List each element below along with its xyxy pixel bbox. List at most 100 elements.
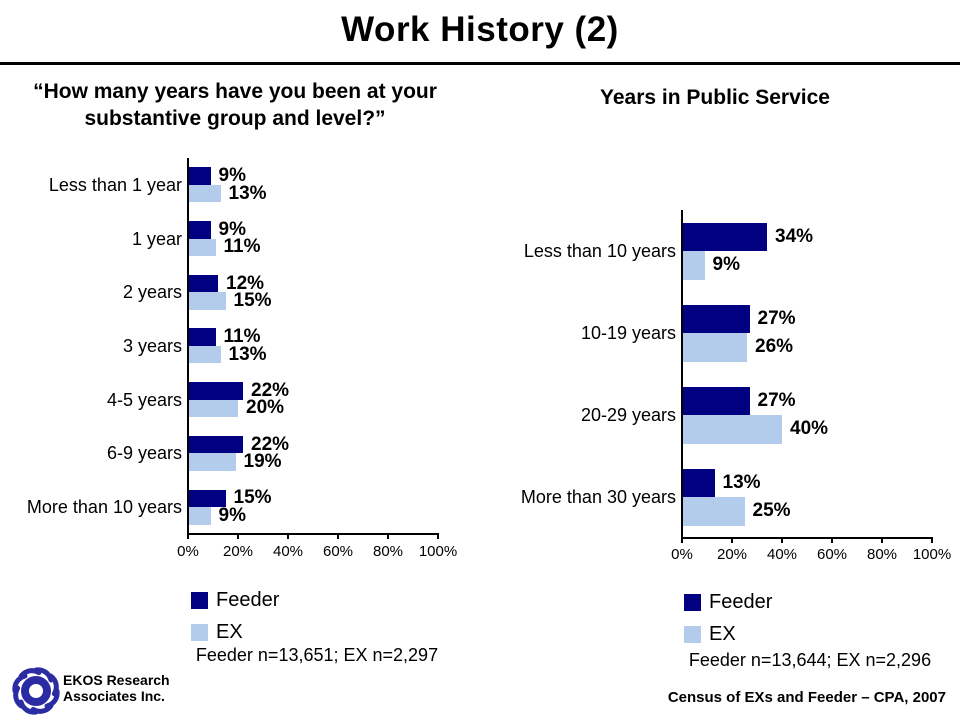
legend: Feeder EX	[191, 584, 279, 648]
value-label: 13%	[228, 182, 267, 204]
ekos-logo-icon	[12, 667, 60, 715]
x-axis-tick	[387, 533, 389, 539]
legend-label: EX	[216, 621, 243, 643]
bar-feeder	[682, 304, 750, 333]
x-axis-tick	[437, 533, 439, 539]
category-label: 6-9 years	[106, 443, 182, 464]
bar-feeder	[188, 221, 211, 239]
legend-swatch-ex	[684, 625, 701, 643]
category-label: 20-29 years	[580, 405, 676, 425]
bar-feeder	[188, 274, 218, 293]
y-axis-line	[187, 158, 189, 535]
footer-org: EKOS Research Associates Inc.	[63, 672, 170, 704]
category-label: More than 10 years	[26, 497, 182, 518]
value-label: 9%	[712, 254, 740, 276]
value-label: 15%	[233, 487, 272, 509]
x-axis-tick	[337, 533, 339, 539]
value-label: 27%	[757, 307, 796, 329]
value-label: 26%	[755, 336, 794, 358]
bar-ex	[682, 251, 705, 280]
left-sample-note: Feeder n=13,651; EX n=2,297	[195, 645, 439, 665]
value-label: 22%	[251, 379, 290, 401]
legend-item-ex: EX	[191, 616, 279, 648]
value-label: 19%	[243, 451, 282, 473]
bar-ex	[188, 292, 226, 310]
bar-ex	[682, 497, 745, 526]
bar-ex	[188, 399, 238, 418]
legend-swatch-ex	[191, 623, 208, 641]
legend-item-feeder: Feeder	[684, 586, 772, 618]
footer-org-line2: Associates Inc.	[63, 688, 165, 704]
bar-feeder	[188, 435, 243, 454]
footer-org-line1: EKOS Research	[63, 672, 170, 688]
category-label: 10-19 years	[580, 323, 676, 343]
value-label: 25%	[752, 500, 791, 522]
value-label: 12%	[226, 272, 265, 294]
x-axis-tick-label: 0%	[671, 546, 693, 563]
bar-ex	[682, 415, 782, 444]
legend: Feeder EX	[684, 586, 772, 650]
x-axis-tick	[781, 537, 783, 543]
x-axis-tick-label: 40%	[272, 543, 304, 560]
right-chart-title: Years in Public Service	[600, 86, 830, 109]
x-axis-tick-label: 100%	[418, 543, 458, 560]
value-label: 9%	[218, 165, 246, 187]
category-label: 3 years	[122, 335, 182, 356]
y-axis-line	[681, 210, 683, 539]
value-label: 15%	[233, 290, 272, 311]
bar-feeder	[188, 382, 243, 400]
x-axis-line	[187, 533, 439, 535]
value-label: 13%	[228, 343, 267, 365]
category-label: Less than 10 years	[523, 241, 676, 261]
category-label: Less than 1 year	[48, 174, 182, 195]
x-axis-tick-label: 100%	[912, 546, 952, 563]
bar-ex	[188, 238, 216, 257]
value-label: 22%	[251, 433, 290, 455]
legend-item-ex: EX	[684, 618, 772, 650]
legend-swatch-feeder	[191, 591, 208, 609]
value-label: 27%	[757, 389, 796, 411]
bar-ex	[188, 507, 211, 525]
left-chart-title: “How many years have you been at your su…	[33, 80, 437, 130]
x-axis-tick	[287, 533, 289, 539]
legend-swatch-feeder	[684, 593, 701, 611]
bar-feeder	[682, 222, 767, 251]
value-label: 13%	[722, 471, 761, 493]
x-axis-tick-label: 0%	[177, 543, 199, 560]
title-divider	[0, 62, 960, 65]
bar-ex	[188, 453, 236, 471]
x-axis-tick	[831, 537, 833, 543]
x-axis-tick	[731, 537, 733, 543]
bar-feeder	[188, 489, 226, 508]
legend-label: EX	[709, 623, 736, 645]
category-label: 1 year	[131, 228, 182, 249]
category-label: More than 30 years	[520, 487, 676, 507]
x-axis-line	[681, 537, 933, 539]
x-axis-tick-label: 60%	[816, 546, 848, 563]
value-label: 11%	[223, 236, 261, 258]
bar-ex	[682, 333, 747, 362]
page-title: Work History (2)	[341, 10, 619, 49]
legend-label: Feeder	[216, 589, 280, 611]
bar-feeder	[682, 386, 750, 415]
value-label: 11%	[223, 326, 261, 348]
value-label: 40%	[790, 418, 829, 440]
bar-feeder	[682, 468, 715, 497]
x-axis-tick	[187, 533, 189, 539]
x-axis-tick	[237, 533, 239, 539]
category-label: 2 years	[122, 282, 182, 303]
x-axis-tick-label: 40%	[766, 546, 798, 563]
x-axis-tick-label: 60%	[322, 543, 354, 560]
value-label: 34%	[775, 225, 814, 247]
legend-item-feeder: Feeder	[191, 584, 279, 616]
value-label: 9%	[218, 218, 246, 240]
x-axis-tick	[881, 537, 883, 543]
bar-ex	[188, 184, 221, 203]
value-label: 9%	[218, 504, 246, 526]
x-axis-tick	[681, 537, 683, 543]
value-label: 20%	[246, 397, 285, 419]
right-sample-note: Feeder n=13,644; EX n=2,296	[688, 650, 932, 670]
bar-feeder	[188, 167, 211, 185]
legend-label: Feeder	[709, 591, 773, 613]
